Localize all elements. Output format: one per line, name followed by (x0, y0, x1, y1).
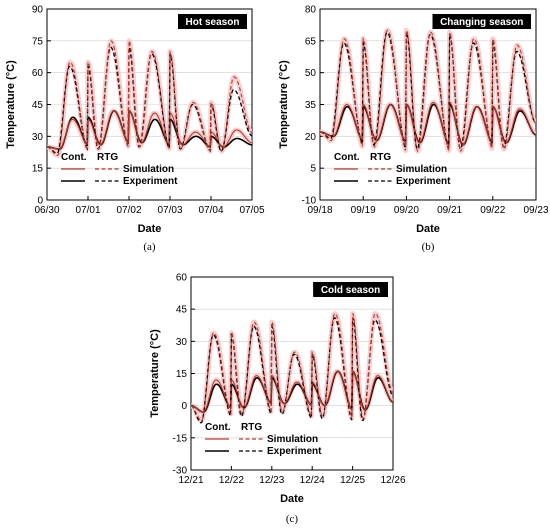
season-title-box (432, 14, 531, 29)
x-tick-label: 09/20 (394, 205, 419, 216)
legend-header-cont: Cont. (205, 422, 231, 433)
season-title-box (178, 14, 247, 29)
y-tick-label: 80 (305, 5, 317, 16)
panel-label: (c) (286, 513, 299, 525)
y-tick-label: -30 (173, 466, 188, 477)
x-axis-label: Date (416, 223, 440, 235)
legend-simulation-label: Simulation (267, 434, 318, 445)
rtg-simulation-line (47, 40, 252, 156)
panel-label: (b) (422, 241, 435, 253)
x-axis-label: Date (280, 493, 304, 505)
y-tick-label: 5 (310, 164, 316, 175)
legend-header-cont: Cont. (334, 152, 360, 163)
y-tick-label: 30 (32, 132, 44, 143)
legend-experiment-label: Experiment (396, 176, 451, 187)
rtg-simulation-line (320, 29, 536, 153)
x-tick-label: 12/25 (340, 475, 365, 486)
y-tick-label: 35 (305, 100, 317, 111)
y-tick-label: 50 (305, 68, 317, 79)
chart-panel: -10 5 20 35 50 65 80 09/18 09/19 09/20 09/21 09/22 0… (278, 5, 549, 254)
legend-experiment-label: Experiment (123, 176, 178, 187)
chart-panel: -30 -15 0 15 30 45 60 12/21 12/22 12/23 12/24 12/25… (149, 273, 406, 526)
x-tick-label: 07/01 (75, 205, 100, 216)
x-axis-label: Date (138, 223, 162, 235)
season-title: Changing season (440, 17, 523, 28)
y-tick-label: 15 (176, 369, 188, 380)
series-group (47, 38, 252, 158)
y-tick-label: 20 (305, 132, 317, 143)
x-tick-label: 09/22 (480, 205, 505, 216)
y-tick-label: 0 (181, 401, 187, 412)
legend-header-cont: Cont. (61, 152, 87, 163)
legend-header-rtg: RTG (97, 152, 118, 163)
x-tick-label: 12/21 (178, 475, 203, 486)
x-tick-label: 09/19 (351, 205, 376, 216)
y-tick-label: 45 (176, 305, 188, 316)
y-tick-label: 90 (32, 5, 44, 16)
x-tick-label: 09/23 (523, 205, 548, 216)
x-tick-label: 12/23 (259, 475, 284, 486)
y-axis-label: Temperature (°C) (278, 60, 290, 149)
y-tick-label: 15 (32, 164, 44, 175)
x-tick-label: 07/02 (116, 205, 141, 216)
x-tick-label: 09/21 (437, 205, 462, 216)
x-tick-label: 07/03 (157, 205, 182, 216)
y-tick-label: -15 (173, 433, 188, 444)
series-group (320, 27, 536, 154)
y-tick-label: 75 (32, 36, 44, 47)
y-axis-label: Temperature (°C) (5, 60, 17, 149)
y-tick-label: 45 (32, 100, 44, 111)
y-tick-label: 0 (37, 196, 43, 207)
legend-experiment-label: Experiment (267, 446, 322, 457)
x-tick-label: 12/22 (219, 475, 244, 486)
x-tick-label: 07/04 (198, 205, 223, 216)
legend-simulation-label: Simulation (396, 164, 447, 175)
x-tick-label: 07/05 (239, 205, 264, 216)
y-tick-label: 60 (32, 68, 44, 79)
x-tick-label: 12/24 (300, 475, 325, 486)
y-tick-label: 65 (305, 36, 317, 47)
x-tick-label: 09/18 (307, 205, 332, 216)
season-title-box (313, 282, 388, 297)
panel-label: (a) (143, 241, 156, 253)
x-tick-label: 06/30 (34, 205, 59, 216)
legend-header-rtg: RTG (370, 152, 391, 163)
season-title: Hot season (186, 17, 240, 28)
x-tick-label: 12/26 (380, 475, 405, 486)
chart-panel: 0 15 30 45 60 75 90 06/30 07/01 07/02 07/03 07/04 07… (5, 5, 265, 254)
y-tick-label: 60 (176, 273, 188, 284)
series-group (191, 311, 393, 424)
rtg-simulation-line (191, 312, 393, 422)
legend-header-rtg: RTG (241, 422, 262, 433)
y-tick-label: 30 (176, 337, 188, 348)
y-tick-label: -10 (302, 196, 317, 207)
legend-simulation-label: Simulation (123, 164, 174, 175)
season-title: Cold season (321, 285, 380, 296)
y-axis-label: Temperature (°C) (149, 329, 161, 418)
